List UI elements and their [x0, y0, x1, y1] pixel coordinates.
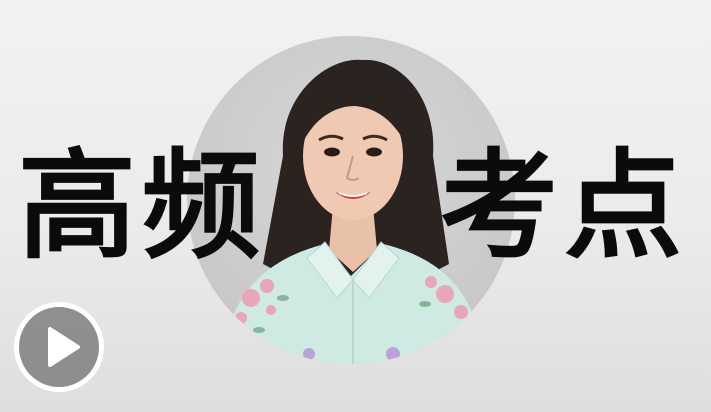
presenter-portrait-circle — [187, 36, 515, 364]
headline-right-text: 考点 — [440, 137, 689, 275]
play-icon — [48, 327, 80, 367]
presenter-portrait — [223, 59, 483, 364]
headline-left-text: 高频 — [18, 137, 267, 275]
play-button[interactable] — [14, 302, 104, 392]
